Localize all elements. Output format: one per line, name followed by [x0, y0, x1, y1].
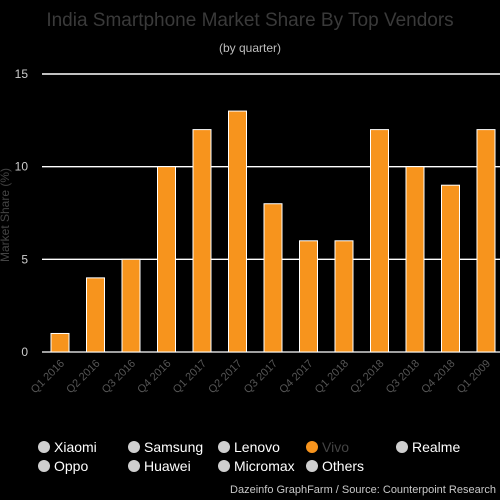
legend: Xiaomi Samsung Lenovo Vivo Realme Oppo Huawei M…	[38, 439, 460, 474]
bar[interactable]	[192, 129, 212, 353]
x-tick-label: Q3 2016	[100, 358, 138, 396]
bar[interactable]	[334, 240, 354, 353]
chart-subtitle: (by quarter)	[219, 41, 281, 55]
x-tick-label: Q4 2017	[277, 358, 315, 396]
legend-item[interactable]: Lenovo	[218, 439, 280, 455]
legend-marker	[306, 441, 318, 453]
legend-label: Lenovo	[234, 439, 280, 455]
legend-marker	[128, 441, 140, 453]
y-axis-ticks: 0 5 10 15	[15, 67, 29, 359]
bar[interactable]	[50, 332, 70, 353]
legend-label: Micromax	[234, 458, 295, 474]
legend-marker	[396, 441, 408, 453]
bar-series	[50, 110, 496, 353]
legend-item[interactable]: Others	[306, 458, 364, 474]
legend-marker	[306, 460, 318, 472]
legend-label: Vivo	[322, 439, 349, 455]
bar[interactable]	[405, 166, 425, 353]
y-axis-label: Market Share (%)	[0, 168, 12, 262]
legend-label: Realme	[412, 439, 460, 455]
x-tick-label: Q2 2017	[206, 358, 244, 396]
legend-item[interactable]: Micromax	[218, 458, 295, 474]
bar[interactable]	[476, 129, 496, 353]
legend-label: Oppo	[54, 458, 88, 474]
legend-label: Samsung	[144, 439, 203, 455]
x-tick-label: Q3 2018	[384, 358, 422, 396]
x-tick-label: Q1 2016	[29, 358, 67, 396]
chart-title: India Smartphone Market Share By Top Ven…	[46, 10, 453, 31]
y-tick-label: 5	[21, 252, 28, 266]
x-tick-label: Q1 2017	[171, 358, 209, 396]
legend-marker	[218, 460, 230, 472]
legend-item[interactable]: Vivo	[306, 439, 349, 455]
x-tick-label: Q2 2016	[64, 358, 102, 396]
legend-label: Huawei	[144, 458, 191, 474]
legend-marker	[128, 460, 140, 472]
legend-item[interactable]: Xiaomi	[38, 439, 97, 455]
y-tick-label: 15	[15, 67, 29, 81]
bar[interactable]	[86, 277, 105, 353]
x-tick-label: Q3 2017	[242, 358, 280, 396]
bar[interactable]	[228, 110, 247, 353]
bar[interactable]	[370, 129, 389, 353]
legend-item[interactable]: Oppo	[38, 458, 88, 474]
legend-label: Xiaomi	[54, 439, 97, 455]
bar[interactable]	[157, 166, 176, 353]
bar[interactable]	[121, 258, 141, 353]
legend-marker	[38, 441, 50, 453]
legend-item[interactable]: Samsung	[128, 439, 203, 455]
x-tick-label: Q4 2016	[135, 358, 173, 396]
legend-marker	[218, 441, 230, 453]
legend-marker	[38, 460, 50, 472]
x-tick-label: Q1 2009	[455, 358, 493, 396]
legend-label: Others	[322, 458, 364, 474]
bar[interactable]	[299, 240, 318, 353]
source-credit: Dazeinfo GraphFarm / Source: Counterpoin…	[230, 484, 496, 496]
bar[interactable]	[263, 203, 283, 353]
x-tick-label: Q4 2018	[419, 358, 457, 396]
legend-item[interactable]: Huawei	[128, 458, 191, 474]
x-tick-label: Q2 2018	[348, 358, 386, 396]
y-tick-label: 0	[21, 345, 28, 359]
bar[interactable]	[441, 184, 460, 353]
x-tick-label: Q1 2018	[313, 358, 351, 396]
y-tick-label: 10	[15, 160, 29, 174]
legend-item[interactable]: Realme	[396, 439, 460, 455]
